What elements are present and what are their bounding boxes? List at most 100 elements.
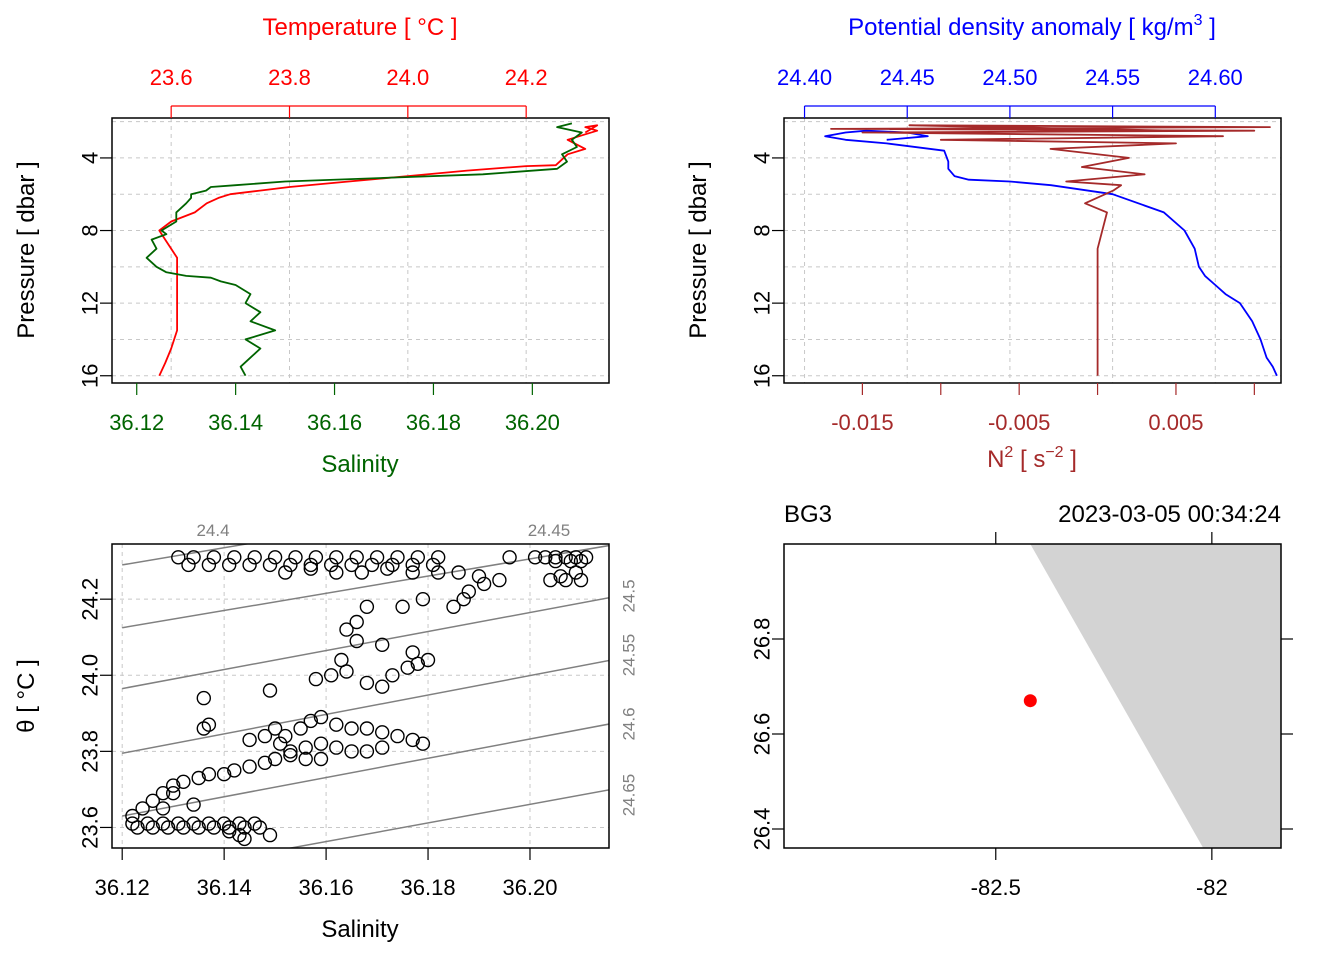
ts-point: [313, 709, 329, 725]
ts-point: [375, 637, 390, 652]
ts-point: [181, 557, 196, 573]
ts-point: [221, 824, 237, 839]
ts-point: [395, 599, 410, 614]
ts-point: [257, 728, 273, 744]
br-frame: [783, 543, 1282, 849]
br-axes: -82.5 -82 26.4 26.6 26.8: [750, 532, 1293, 900]
bl-frame: [111, 543, 610, 849]
ts-point: [471, 569, 487, 584]
ts-point: [313, 736, 329, 751]
ts-point: [140, 816, 155, 831]
ts-point: [573, 572, 589, 588]
ts-point: [375, 725, 390, 740]
bl-grid: [112, 544, 609, 848]
ts-point: [527, 550, 543, 565]
ts-point: [359, 744, 375, 759]
ts-point: [558, 550, 573, 565]
y-tick-label: 16: [78, 363, 103, 387]
x-tick-label: 36.20: [502, 875, 557, 900]
ts-point: [165, 778, 181, 793]
ts-point: [293, 721, 308, 736]
y-tick-label: 12: [78, 291, 103, 315]
top-tick-label: 24.60: [1188, 65, 1243, 90]
isopycnal-label: 24.65: [620, 774, 639, 817]
ts-point: [568, 565, 584, 580]
ts-point: [196, 721, 212, 736]
top-tick-label: 24.0: [386, 65, 429, 90]
ts-point: [405, 645, 420, 660]
ts-point: [191, 820, 206, 835]
isopycnal-line: [122, 659, 609, 754]
ts-point: [145, 820, 161, 835]
y-tick-label: 8: [78, 224, 103, 236]
ts-point: [329, 565, 344, 580]
ts-point: [446, 599, 461, 614]
ts-point: [247, 550, 262, 565]
tr-bottom-axis-title: N2 [ s−2 ]: [987, 444, 1077, 473]
bl-ylabel: θ [ °C ]: [13, 659, 40, 733]
ts-point: [303, 557, 318, 573]
station-datetime: 2023-03-05 00:34:24: [1058, 501, 1281, 528]
panel-density-n2: 4 8 12 16 24.40 24.45 24.50 24.55 24.60 -0.015 -0.…: [685, 12, 1282, 473]
isopycnal-label: 24.55: [620, 634, 639, 677]
ts-point: [415, 736, 431, 751]
ts-point: [543, 572, 558, 588]
x-tick-label: 36.16: [299, 875, 354, 900]
ts-point: [155, 786, 171, 801]
ts-point: [451, 565, 466, 580]
ts-point: [237, 831, 252, 847]
ts-point: [349, 550, 364, 565]
ts-point: [165, 786, 181, 801]
ts-point: [130, 820, 145, 835]
y-tick-label: 16: [750, 363, 775, 387]
ts-point: [369, 550, 385, 565]
ts-point: [308, 671, 324, 687]
ts-point: [242, 759, 257, 774]
tr-top-axis-title: Potential density anomaly [ kg/m3 ]: [848, 12, 1216, 41]
ts-point: [456, 592, 471, 607]
isopycnal-line: [286, 789, 609, 848]
ts-point: [191, 770, 206, 786]
ts-point: [303, 561, 318, 576]
ts-point: [196, 690, 212, 706]
isopycnal-line: [122, 544, 609, 629]
ts-point: [329, 717, 344, 732]
ts-point: [359, 599, 375, 614]
y-tick-label: 8: [750, 224, 775, 236]
station-name: BG3: [784, 501, 832, 528]
tr-ylabel: Pressure [ dbar ]: [685, 161, 712, 338]
ts-point: [201, 717, 217, 732]
ts-point: [283, 557, 298, 573]
isopycnal-line: [122, 596, 609, 690]
ts-point: [385, 557, 400, 573]
series-temperature: [158, 124, 599, 377]
ts-point: [359, 675, 375, 691]
ts-point: [221, 820, 237, 835]
ts-point: [135, 801, 150, 816]
tl-ylabel: Pressure [ dbar ]: [13, 161, 40, 338]
ts-point: [125, 816, 140, 831]
ts-point: [206, 550, 222, 565]
bottom-tick-label: 36.14: [208, 410, 263, 435]
ts-point: [267, 751, 283, 767]
top-tick-label: 24.40: [777, 65, 832, 90]
ts-point: [227, 763, 242, 778]
ts-point: [242, 557, 257, 573]
ts-point: [400, 660, 415, 675]
ts-point: [410, 550, 425, 565]
ts-point: [273, 736, 288, 751]
x-tick-label: 36.14: [197, 875, 252, 900]
ts-point: [344, 744, 359, 759]
panel-ts-diagram: 36.12 36.14 36.16 36.18 36.20 23.6 23.8 24.0 24.…: [13, 521, 639, 943]
y-tick-label: 26.6: [750, 713, 775, 756]
y-tick-label: 23.6: [78, 806, 103, 849]
ts-point: [232, 827, 247, 843]
tr-series: [824, 124, 1278, 377]
isopycnal-label: 24.5: [620, 579, 639, 612]
ts-point: [329, 550, 344, 565]
tr-grid: [784, 118, 1281, 383]
ts-point: [568, 550, 584, 565]
top-tick-label: 24.55: [1085, 65, 1140, 90]
ts-point: [538, 550, 553, 565]
bottom-tick-label: 36.18: [406, 410, 461, 435]
